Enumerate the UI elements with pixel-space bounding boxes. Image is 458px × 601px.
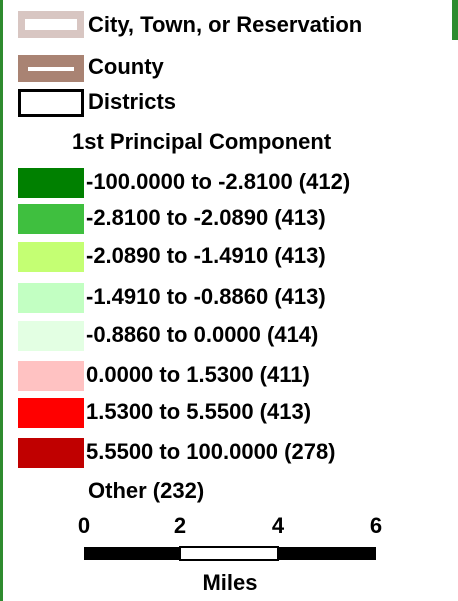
scale-segment	[84, 547, 180, 560]
class-label: -2.0890 to -1.4910 (413)	[86, 243, 326, 268]
class-swatch	[18, 168, 84, 198]
map-edge	[0, 0, 3, 601]
county-swatch-line	[28, 67, 74, 71]
class-label: -2.8100 to -2.0890 (413)	[86, 205, 326, 230]
scale-tick-label: 0	[78, 513, 90, 538]
class-label: 5.5500 to 100.0000 (278)	[86, 439, 336, 464]
class-label: 0.0000 to 1.5300 (411)	[86, 362, 310, 387]
class-swatch	[18, 361, 84, 391]
layer-label: City, Town, or Reservation	[88, 12, 362, 37]
classification-title: 1st Principal Component	[72, 129, 332, 154]
scale-ticks: 0 2 4 6	[78, 513, 382, 538]
class-label: 1.5300 to 5.5500 (413)	[86, 399, 311, 424]
scale-tick-label: 2	[174, 513, 186, 538]
districts-swatch	[18, 89, 84, 117]
class-swatch	[18, 242, 84, 272]
class-swatch	[18, 283, 84, 313]
city-swatch-inner	[25, 19, 77, 30]
scale-tick-label: 6	[370, 513, 382, 538]
other-label: Other (232)	[88, 478, 204, 503]
layer-label: County	[88, 54, 165, 79]
scale-segment	[179, 546, 279, 561]
class-label: -0.8860 to 0.0000 (414)	[86, 322, 318, 347]
class-swatch	[18, 321, 84, 351]
class-label: -1.4910 to -0.8860 (413)	[86, 284, 326, 309]
class-label: -100.0000 to -2.8100 (412)	[86, 169, 350, 194]
layer-label: Districts	[88, 89, 176, 114]
scale-unit: Miles	[202, 570, 257, 595]
class-swatch	[18, 204, 84, 234]
classes: -100.0000 to -2.8100 (412) -2.8100 to -2.…	[18, 168, 350, 468]
map-edge	[452, 0, 458, 40]
class-swatch	[18, 398, 84, 428]
scale-segment	[278, 547, 376, 560]
class-swatch	[18, 438, 84, 468]
scale-tick-label: 4	[272, 513, 285, 538]
